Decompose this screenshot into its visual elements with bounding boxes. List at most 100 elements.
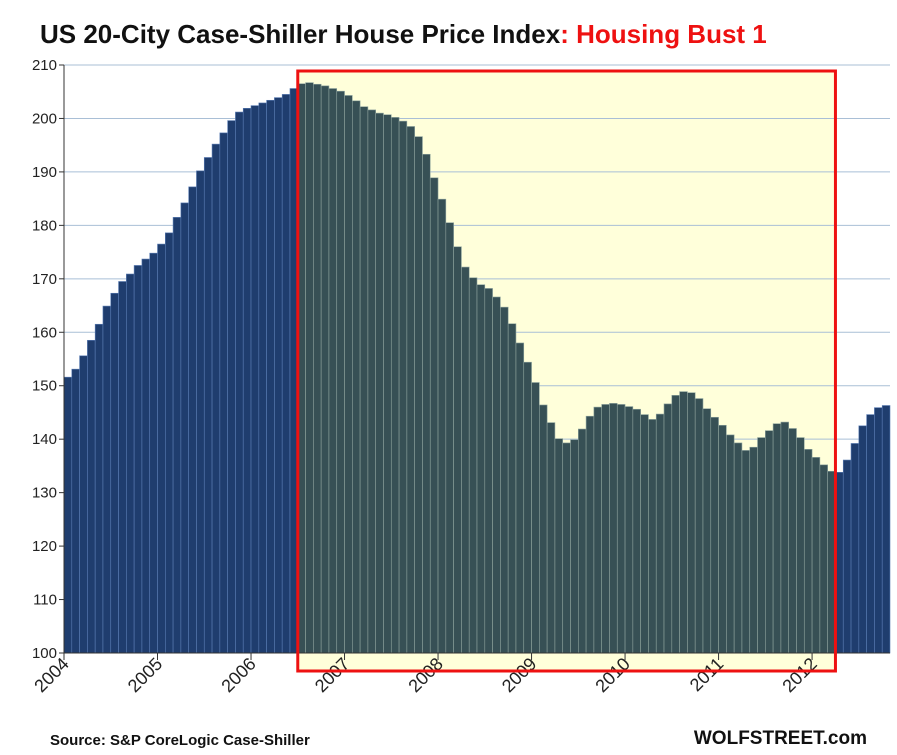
- bar-12: [157, 243, 166, 654]
- bar-62: [546, 422, 556, 654]
- bar-14: [172, 217, 182, 654]
- bar-67: [585, 415, 595, 654]
- bar-48: [437, 198, 447, 654]
- bar-19: [211, 143, 221, 654]
- bar-43: [398, 120, 408, 654]
- bar-105: [881, 405, 891, 654]
- bar-79: [679, 391, 688, 654]
- bar-4: [94, 323, 104, 654]
- bar-53: [476, 284, 486, 654]
- bar-57: [507, 323, 517, 654]
- bar-50: [453, 246, 462, 654]
- bar-72: [624, 406, 634, 654]
- bar-28: [281, 94, 291, 654]
- bar-3: [87, 339, 96, 654]
- bar-27: [274, 97, 283, 654]
- bar-87: [741, 450, 751, 654]
- bar-76: [655, 413, 665, 654]
- bar-92: [780, 421, 789, 654]
- bar-84: [718, 424, 727, 654]
- bar-68: [593, 406, 602, 654]
- source-note: Source: S&P CoreLogic Case-Shiller: [50, 732, 310, 749]
- bar-9: [133, 265, 143, 654]
- bar-65: [570, 439, 579, 654]
- y-tick-label-120: 120: [32, 538, 57, 555]
- bar-22: [235, 111, 244, 654]
- bar-77: [663, 403, 673, 654]
- bar-39: [367, 109, 377, 654]
- bar-61: [539, 404, 548, 654]
- bar-49: [445, 222, 454, 654]
- bar-88: [749, 446, 758, 654]
- y-tick-label-150: 150: [32, 378, 57, 395]
- bar-51: [461, 266, 470, 654]
- highlight-region-border: [296, 69, 837, 673]
- bar-102: [858, 425, 867, 654]
- chart-title-main: US 20-City Case-Shiller House Price Inde…: [40, 19, 561, 49]
- y-tick-label-160: 160: [32, 324, 57, 341]
- bar-2: [79, 355, 88, 654]
- bar-8: [126, 273, 135, 654]
- bar-37: [352, 100, 361, 654]
- bar-31: [305, 82, 314, 654]
- axes: [59, 64, 890, 660]
- bar-16: [188, 186, 197, 654]
- y-tick-label-170: 170: [32, 271, 57, 288]
- bar-34: [328, 88, 338, 654]
- bar-85: [726, 434, 735, 654]
- bar-83: [710, 416, 719, 654]
- bar-70: [609, 403, 618, 654]
- x-tick-label-2005: 2005: [124, 654, 166, 696]
- bar-32: [313, 83, 322, 654]
- bar-45: [414, 136, 423, 654]
- bar-96: [811, 457, 821, 654]
- bar-52: [468, 277, 478, 654]
- bar-40: [375, 112, 384, 654]
- bar-24: [250, 105, 260, 654]
- bar-78: [671, 395, 680, 654]
- bar-42: [390, 117, 400, 654]
- bar-13: [165, 232, 174, 654]
- bar-100: [842, 459, 852, 654]
- bar-86: [733, 442, 743, 654]
- bar-75: [648, 419, 657, 654]
- bar-20: [219, 132, 228, 654]
- bar-15: [180, 202, 189, 654]
- y-tick-label-110: 110: [33, 592, 57, 609]
- bar-91: [772, 423, 782, 654]
- bar-1: [71, 368, 80, 654]
- bar-71: [616, 404, 626, 654]
- bar-81: [694, 398, 704, 654]
- bar-66: [577, 428, 587, 654]
- bar-33: [320, 85, 330, 654]
- bar-59: [523, 361, 532, 654]
- bar-89: [757, 437, 766, 654]
- chart-title: US 20-City Case-Shiller House Price Inde…: [40, 19, 767, 49]
- bar-90: [765, 430, 774, 654]
- bar-41: [383, 114, 392, 654]
- y-tick-label-200: 200: [32, 110, 57, 127]
- y-tick-label-130: 130: [32, 485, 57, 502]
- bar-36: [344, 95, 353, 654]
- bar-80: [687, 392, 696, 654]
- bar-35: [336, 90, 345, 654]
- y-tick-label-100: 100: [32, 645, 57, 662]
- y-tick-labels: 100 110 120 130 140 150 160 170 180 190 200 210: [32, 57, 57, 662]
- bar-54: [484, 288, 493, 654]
- bar-94: [796, 437, 805, 654]
- bar-73: [632, 408, 641, 654]
- bar-38: [359, 106, 369, 654]
- brand-label: WOLFSTREET.com: [694, 728, 867, 749]
- bar-5: [102, 305, 112, 654]
- bar-47: [429, 177, 439, 654]
- bar-63: [554, 438, 564, 654]
- bars: [63, 82, 891, 654]
- bar-74: [640, 414, 649, 654]
- bar-17: [196, 170, 205, 654]
- bar-103: [866, 414, 875, 654]
- chart-title-highlight: : Housing Bust 1: [560, 19, 767, 49]
- bar-64: [562, 442, 571, 654]
- bar-104: [874, 407, 883, 654]
- bar-18: [203, 157, 213, 654]
